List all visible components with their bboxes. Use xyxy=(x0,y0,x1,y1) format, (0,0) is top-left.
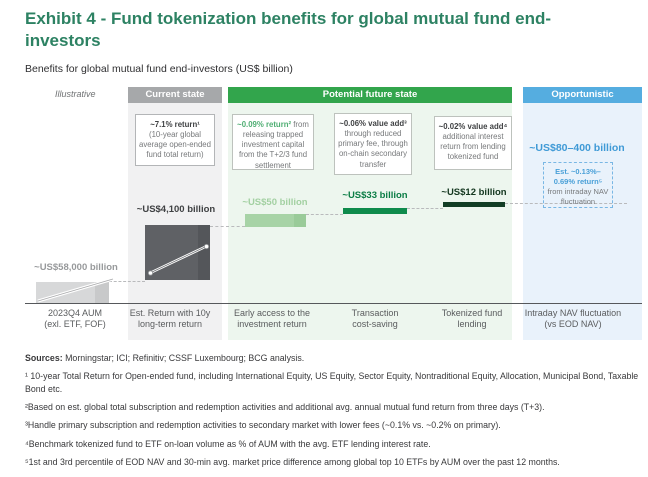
category-line: Est. Return with 10y xyxy=(129,308,211,318)
footnote-5: ⁵1st and 3rd percentile of EOD NAV and 3… xyxy=(25,456,560,467)
bar-shade xyxy=(198,225,210,280)
category-line: 2023Q4 AUM xyxy=(47,308,103,318)
category-label-early-access: Early access to the investment return xyxy=(212,308,332,331)
dashed-connector xyxy=(407,208,443,209)
category-line: Early access to the xyxy=(233,308,311,318)
category-line: Tokenized fund xyxy=(441,308,503,318)
note-highlight: Est. ~0.13%–0.69% return⁵ xyxy=(553,167,603,187)
sources-text: Morningstar; ICI; Refinitiv; CSSF Luxemb… xyxy=(62,353,305,363)
footnote-2: ²Based on est. global total subscription… xyxy=(25,401,545,412)
bar-est-return xyxy=(145,225,210,280)
annotation-box-fund-lending: ~0.02% value add⁴ additional interest ret… xyxy=(434,116,512,170)
illustrative-label: Illustrative xyxy=(55,89,96,99)
current-state-header: Current state xyxy=(128,87,222,103)
dashed-connector xyxy=(306,214,343,215)
annotation-text: (10-year global average open-ended fund … xyxy=(139,130,211,160)
category-line: lending xyxy=(457,319,487,330)
sources-label: Sources: xyxy=(25,353,63,363)
note-text: from intraday NAV fluctuation xyxy=(547,187,609,207)
footnotes: Sources: Morningstar; ICI; Refinitiv; CS… xyxy=(25,352,640,474)
opportunistic-header: Opportunistic xyxy=(523,87,642,103)
category-label-fund-lending: Tokenized fund lending xyxy=(412,308,532,331)
opportunistic-note-box: Est. ~0.13%–0.69% return⁵ from intraday … xyxy=(543,162,613,208)
category-label-est-return: Est. Return with 10y long-term return xyxy=(110,308,230,331)
bar-shade xyxy=(95,282,109,303)
annotation-box-current-return: ~7.1% return¹ (10-year global average ope… xyxy=(135,114,215,166)
category-line: cost-saving xyxy=(352,319,398,330)
category-line: Intraday NAV fluctuation xyxy=(524,308,622,318)
dashed-connector xyxy=(210,226,245,227)
page-title: Exhibit 4 - Fund tokenization benefits f… xyxy=(25,9,552,51)
bar-shade xyxy=(294,214,306,227)
category-line: (exl. ETF, FOF) xyxy=(44,319,106,330)
annotation-highlight: ~0.09% return² xyxy=(237,120,292,129)
annotation-highlight: ~0.06% value add³ xyxy=(339,119,407,128)
dashed-connector xyxy=(109,281,145,282)
annotation-text: through reduced primary fee, through on-… xyxy=(338,129,408,169)
annotation-text: additional interest return from lending … xyxy=(440,132,506,162)
value-label-opportunistic: ~US$80–400 billion xyxy=(529,142,625,154)
sources-line: Sources: Morningstar; ICI; Refinitiv; CS… xyxy=(25,352,640,364)
chart-area: Illustrative Current state Potential fut… xyxy=(0,85,648,347)
annotation-highlight: ~0.02% value add⁴ xyxy=(438,122,508,131)
opportunistic-panel xyxy=(523,103,642,340)
bar-fund-lending xyxy=(443,202,505,207)
category-label-cost-saving: Transaction cost-saving xyxy=(315,308,435,331)
future-state-header: Potential future state xyxy=(228,87,512,103)
x-axis-line xyxy=(25,303,642,304)
category-label-intraday-nav: Intraday NAV fluctuation (vs EOD NAV) xyxy=(508,308,638,331)
footnote-4: ⁴Benchmark tokenized fund to ETF on-loan… xyxy=(25,438,431,449)
dashed-connector xyxy=(505,203,627,204)
bar-cost-saving xyxy=(343,208,407,214)
annotation-box-cost-saving: ~0.06% value add³ through reduced primary… xyxy=(334,113,412,175)
value-label-aum: ~US$58,000 billion xyxy=(34,262,118,273)
category-line: long-term return xyxy=(137,319,203,330)
bar-early-access xyxy=(245,214,306,227)
annotation-box-early-access: ~0.09% return² from releasing trapped in… xyxy=(232,114,314,170)
chart-subtitle: Benefits for global mutual fund end-inve… xyxy=(25,63,293,75)
footnote-3: ³Handle primary subscription and redempt… xyxy=(25,420,501,431)
value-label-cost-saving: ~US$33 billion xyxy=(342,190,408,201)
value-label-est-return: ~US$4,100 billion xyxy=(136,204,216,215)
value-label-fund-lending: ~US$12 billion xyxy=(441,187,507,198)
category-label-aum: 2023Q4 AUM (exl. ETF, FOF) xyxy=(15,308,135,331)
annotation-text: from releasing trapped investment capita… xyxy=(238,120,309,170)
bar-aum xyxy=(36,282,109,303)
category-line: investment return xyxy=(237,319,307,330)
value-label-early-access: ~US$50 billion xyxy=(242,197,308,208)
category-line: (vs EOD NAV) xyxy=(544,319,602,330)
footnote-1: ¹ 10-year Total Return for Open-ended fu… xyxy=(25,371,639,394)
category-line: Transaction xyxy=(351,308,399,318)
annotation-highlight: ~7.1% return¹ xyxy=(150,120,200,129)
